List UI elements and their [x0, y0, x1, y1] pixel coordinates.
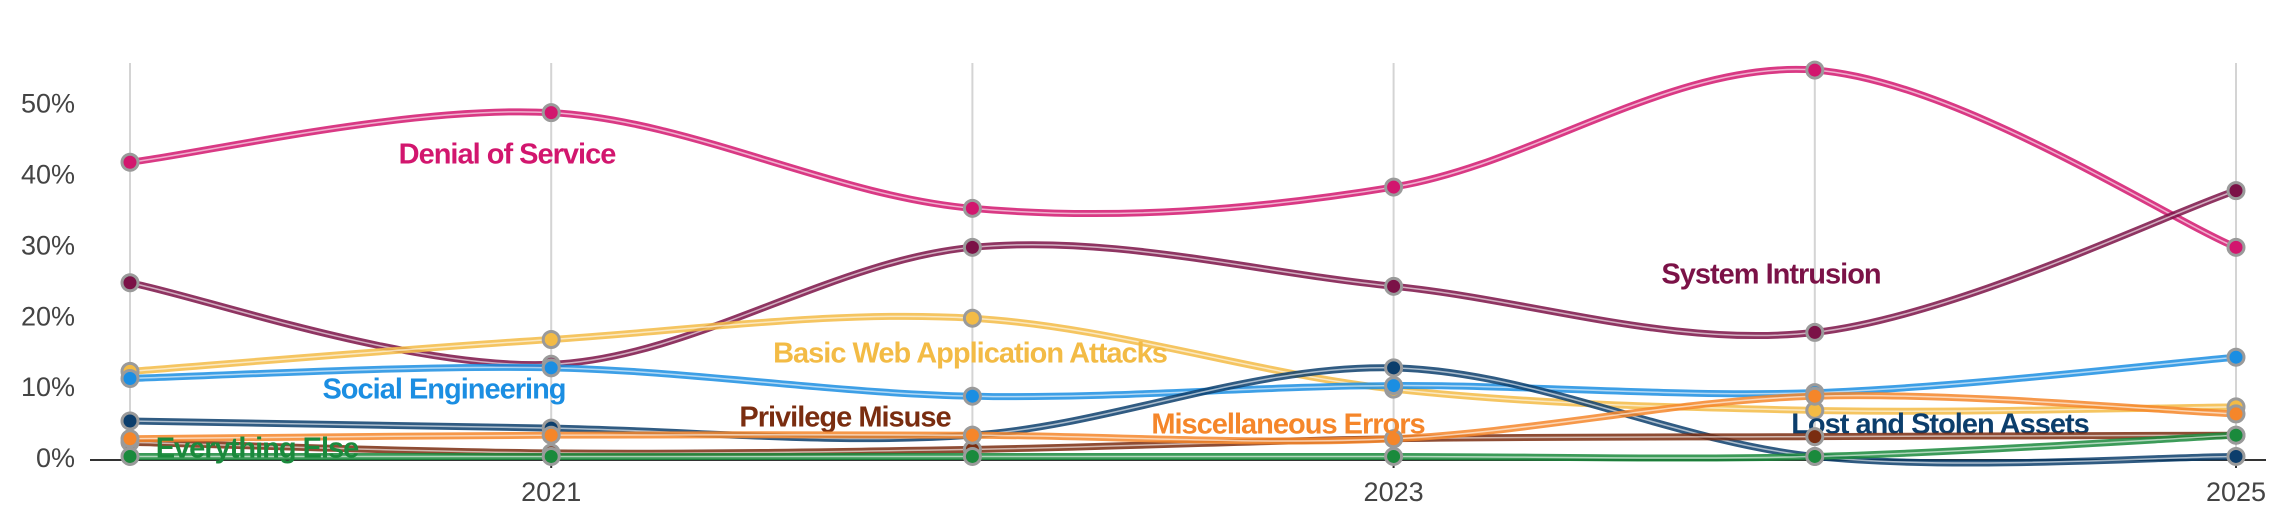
y-tick-label: 0%	[36, 443, 75, 473]
marker	[541, 446, 561, 466]
line	[129, 394, 2237, 442]
marker	[962, 198, 982, 218]
marker	[541, 425, 561, 445]
marker	[120, 152, 140, 172]
series-label: Social Engineering	[322, 374, 565, 406]
marker	[1384, 429, 1404, 449]
marker	[120, 273, 140, 293]
marker	[120, 429, 140, 449]
line	[129, 68, 2237, 249]
marker	[962, 386, 982, 406]
series	[120, 181, 2246, 374]
marker	[962, 425, 982, 445]
marker	[1805, 322, 1825, 342]
x-tick-label: 2025	[2206, 477, 2266, 507]
marker	[1805, 60, 1825, 80]
marker	[1384, 177, 1404, 197]
series-label: System Intrusion	[1661, 259, 1880, 291]
marker	[1384, 376, 1404, 396]
marker	[1384, 358, 1404, 378]
marker	[1384, 446, 1404, 466]
line	[129, 189, 2237, 366]
series-label: Basic Web Application Attacks	[773, 338, 1167, 370]
marker	[2226, 446, 2246, 466]
line	[129, 356, 2237, 398]
line	[130, 434, 2237, 459]
marker	[1805, 446, 1825, 466]
y-tick-label: 40%	[21, 160, 75, 190]
y-tick-label: 10%	[21, 372, 75, 402]
marker	[2226, 237, 2246, 257]
marker	[2226, 347, 2246, 367]
marker	[541, 103, 561, 123]
series	[120, 347, 2246, 406]
marker	[120, 368, 140, 388]
x-tick-label: 2021	[521, 477, 581, 507]
marker	[120, 446, 140, 466]
series-label: Denial of Service	[399, 139, 617, 171]
marker	[2226, 425, 2246, 445]
line	[129, 434, 2237, 454]
marker	[120, 411, 140, 431]
marker	[541, 358, 561, 378]
y-tick-label: 50%	[21, 89, 75, 119]
marker	[2226, 404, 2246, 424]
y-tick-label: 20%	[21, 301, 75, 331]
marker	[962, 237, 982, 257]
series-label: Miscellaneous Errors	[1151, 409, 1424, 441]
marker	[541, 329, 561, 349]
series-label: Privilege Misuse	[739, 402, 951, 434]
series-label: Everything Else	[156, 433, 359, 465]
marker	[1805, 427, 1825, 447]
line-casing	[129, 187, 2238, 369]
line	[129, 315, 2237, 412]
marker	[1384, 276, 1404, 296]
line	[129, 367, 2237, 464]
y-tick-label: 30%	[21, 230, 75, 260]
series	[120, 425, 2246, 466]
marker	[1805, 386, 1825, 406]
marker	[2226, 181, 2246, 201]
x-tick-label: 2023	[1364, 477, 1424, 507]
marker	[962, 308, 982, 328]
series	[120, 386, 2246, 449]
marker	[962, 446, 982, 466]
series	[120, 60, 2246, 257]
